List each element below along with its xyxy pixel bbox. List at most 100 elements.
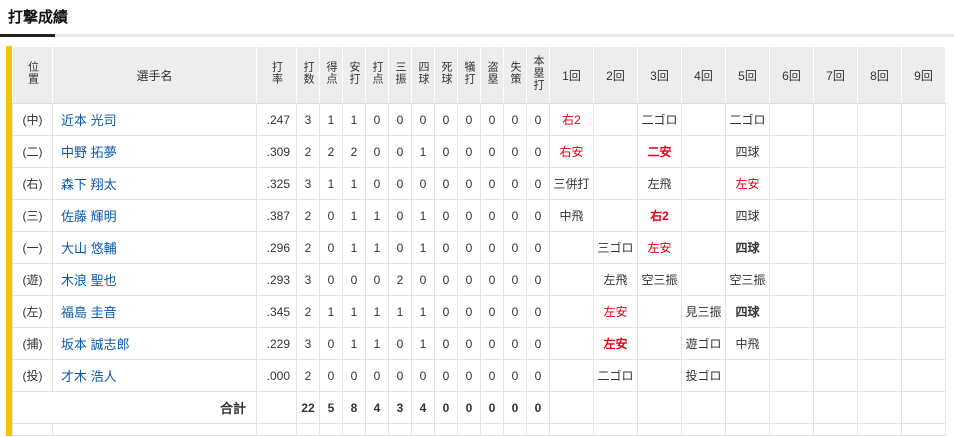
header-stat-strikeouts-label: 三振 bbox=[394, 60, 407, 85]
inning-result-cell bbox=[769, 199, 814, 232]
inning-result-cell: 右2 bbox=[637, 199, 682, 232]
header-stat-hbp: 死球 bbox=[434, 46, 458, 104]
stat-cell: 0 bbox=[388, 103, 412, 136]
stat-cell: 0 bbox=[526, 231, 550, 264]
stat-cell: 0 bbox=[342, 359, 366, 392]
batting-average-cell: .345 bbox=[256, 295, 297, 328]
stat-cell: 1 bbox=[319, 167, 343, 200]
inning-result-cell bbox=[769, 263, 814, 296]
header-stat-home-runs: 本塁打 bbox=[526, 46, 550, 104]
header-inning-6-label: 6回 bbox=[782, 68, 801, 83]
stat-cell: 2 bbox=[296, 135, 320, 168]
header-inning-9-label: 9回 bbox=[914, 68, 933, 83]
stat-cell: 0 bbox=[503, 167, 527, 200]
inning-result-cell bbox=[813, 103, 858, 136]
inning-result-cell bbox=[901, 231, 946, 264]
inning-result-cell: 投ゴロ bbox=[681, 359, 726, 392]
header-position: 位置 bbox=[12, 46, 53, 104]
empty-cell bbox=[901, 423, 946, 436]
stat-cell: 0 bbox=[411, 167, 435, 200]
total-stat-cell: 0 bbox=[434, 391, 458, 424]
title-underline-accent bbox=[0, 34, 55, 37]
player-name-link[interactable]: 才木 浩人 bbox=[61, 369, 117, 384]
total-stat-cell: 5 bbox=[319, 391, 343, 424]
inning-result-cell bbox=[549, 295, 594, 328]
stat-cell: 0 bbox=[365, 103, 389, 136]
inning-result-cell bbox=[857, 295, 902, 328]
player-name-link[interactable]: 大山 悠輔 bbox=[61, 241, 117, 256]
stat-cell: 1 bbox=[342, 327, 366, 360]
stat-cell: 1 bbox=[365, 327, 389, 360]
header-stat-runs-label: 得点 bbox=[325, 60, 338, 85]
inning-result-cell bbox=[637, 295, 682, 328]
total-inning-cell bbox=[681, 391, 726, 424]
header-inning-8-label: 8回 bbox=[870, 68, 889, 83]
stat-cell: 1 bbox=[365, 295, 389, 328]
stat-cell: 0 bbox=[457, 231, 481, 264]
inning-result-cell: 四球 bbox=[725, 295, 770, 328]
inning-result-cell bbox=[549, 327, 594, 360]
player-cell: 中野 拓夢 bbox=[52, 135, 257, 168]
stat-cell: 0 bbox=[388, 167, 412, 200]
total-inning-cell bbox=[725, 391, 770, 424]
inning-result-cell bbox=[769, 359, 814, 392]
stat-cell: 0 bbox=[434, 327, 458, 360]
stat-cell: 0 bbox=[319, 359, 343, 392]
stat-cell: 0 bbox=[319, 231, 343, 264]
inning-result-cell: 左安 bbox=[593, 295, 638, 328]
stat-cell: 0 bbox=[503, 327, 527, 360]
inning-result-cell bbox=[593, 167, 638, 200]
inning-result-cell bbox=[901, 199, 946, 232]
inning-result-cell: 見三振 bbox=[681, 295, 726, 328]
header-inning-5-label: 5回 bbox=[738, 68, 757, 83]
player-name-link[interactable]: 佐藤 輝明 bbox=[61, 209, 117, 224]
empty-cell bbox=[411, 423, 435, 436]
stat-cell: 0 bbox=[457, 327, 481, 360]
inning-result-cell: 中飛 bbox=[549, 199, 594, 232]
total-inning-cell bbox=[637, 391, 682, 424]
header-inning-6: 6回 bbox=[769, 46, 814, 104]
position-cell: (二) bbox=[12, 135, 53, 168]
header-stat-walks: 四球 bbox=[411, 46, 435, 104]
empty-cell bbox=[637, 423, 682, 436]
header-stat-hits-label: 安打 bbox=[348, 60, 361, 85]
stat-cell: 3 bbox=[296, 103, 320, 136]
player-name-link[interactable]: 福島 圭音 bbox=[61, 305, 117, 320]
batting-average-cell: .387 bbox=[256, 199, 297, 232]
player-name-link[interactable]: 森下 翔太 bbox=[61, 177, 117, 192]
inning-result-cell bbox=[857, 135, 902, 168]
stat-cell: 0 bbox=[480, 135, 504, 168]
player-name-link[interactable]: 坂本 誠志郎 bbox=[61, 337, 130, 352]
player-cell: 佐藤 輝明 bbox=[52, 199, 257, 232]
batting-average-cell: .293 bbox=[256, 263, 297, 296]
total-inning-cell bbox=[813, 391, 858, 424]
player-cell: 才木 浩人 bbox=[52, 359, 257, 392]
player-row: (一) 大山 悠輔 .296 2 0 1 1 0 1 0 0 0 0 0 三ゴロ 左安 四球 bbox=[12, 231, 946, 264]
stat-cell: 0 bbox=[388, 327, 412, 360]
header-stat-errors: 失策 bbox=[503, 46, 527, 104]
inning-result-cell bbox=[813, 327, 858, 360]
page-title: 打撃成績 bbox=[8, 9, 69, 26]
empty-cell bbox=[256, 423, 297, 436]
player-name-link[interactable]: 中野 拓夢 bbox=[61, 145, 117, 160]
header-inning-4-label: 4回 bbox=[694, 68, 713, 83]
player-name-link[interactable]: 木浪 聖也 bbox=[61, 273, 117, 288]
stat-cell: 1 bbox=[411, 135, 435, 168]
stat-cell: 3 bbox=[296, 263, 320, 296]
inning-result-cell bbox=[857, 167, 902, 200]
empty-cell bbox=[526, 423, 550, 436]
player-name-link[interactable]: 近本 光司 bbox=[61, 113, 117, 128]
stat-cell: 0 bbox=[480, 263, 504, 296]
empty-cell bbox=[769, 423, 814, 436]
inning-result-cell bbox=[769, 327, 814, 360]
inning-result-cell bbox=[681, 135, 726, 168]
inning-result-cell bbox=[813, 167, 858, 200]
inning-result-cell: 遊ゴロ bbox=[681, 327, 726, 360]
header-inning-2: 2回 bbox=[593, 46, 638, 104]
stat-cell: 1 bbox=[365, 199, 389, 232]
stat-cell: 0 bbox=[457, 359, 481, 392]
player-cell: 近本 光司 bbox=[52, 103, 257, 136]
inning-result-cell: 中飛 bbox=[725, 327, 770, 360]
position-cell: (左) bbox=[12, 295, 53, 328]
empty-cell bbox=[813, 423, 858, 436]
